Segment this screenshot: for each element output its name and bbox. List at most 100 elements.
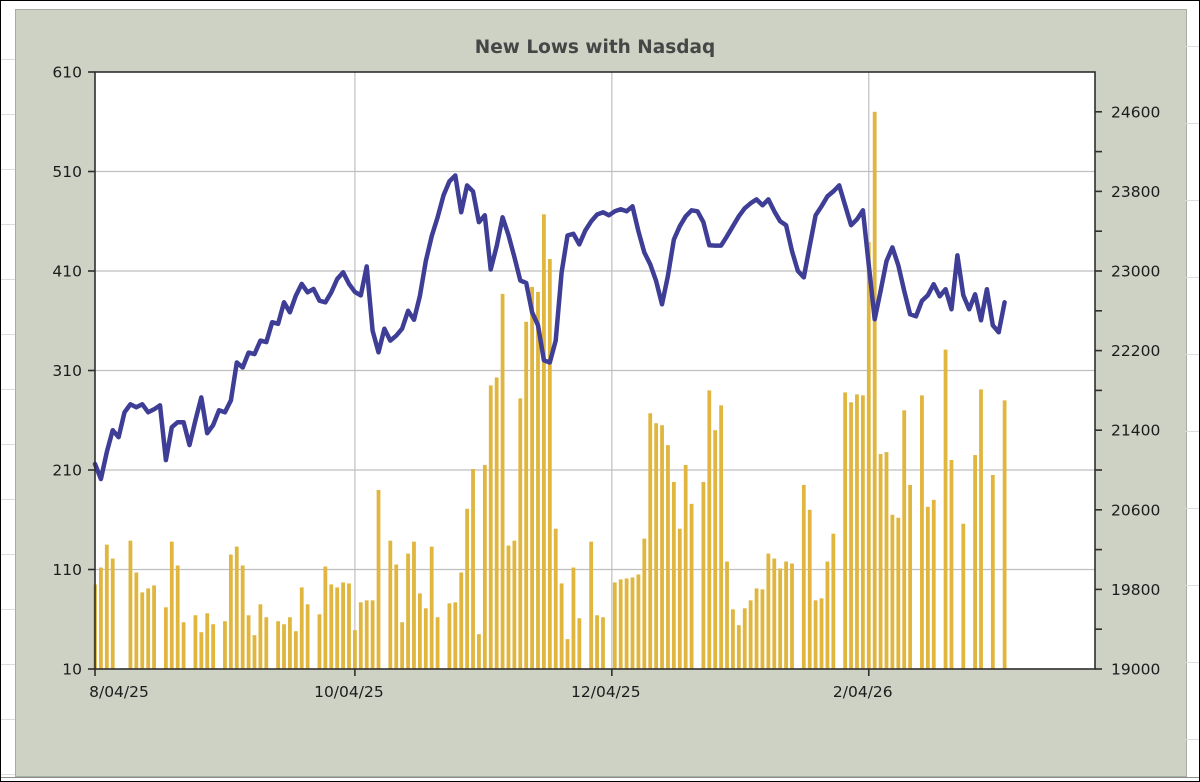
new-lows-bar [671,481,676,669]
new-lows-bar [636,574,641,669]
new-lows-bar [813,600,818,669]
new-lows-bar [459,572,464,669]
new-lows-bar [400,622,405,669]
new-lows-bar [181,622,186,669]
horizontal-gridlines [95,170,1095,571]
new-lows-bar [234,546,239,669]
nasdaq-line [92,173,1007,482]
new-lows-bar [666,445,670,669]
worksheet-margin-bottom [1,777,1199,781]
left-axis-labels: 610 510 410 310 210 110 10 [52,64,82,679]
worksheet-margin-left [1,1,15,781]
new-lows-bar [417,593,422,669]
worksheet-row-gridline [1185,277,1199,278]
worksheet-row-gridline [1185,585,1199,586]
worksheet-row-gridline [1,609,15,610]
new-lows-bar-series [93,111,1007,670]
new-lows-bar [193,615,198,669]
worksheet-row-gridline [1185,508,1199,509]
new-lows-bar [518,398,523,669]
new-lows-bar [370,600,375,669]
new-lows-bar [920,395,924,669]
new-lows-bar [872,111,877,670]
new-lows-bar [488,385,493,669]
new-lows-bar [819,598,824,669]
new-lows-bar [406,553,410,669]
new-lows-bar [943,349,948,669]
new-lows-bar [961,523,966,669]
x-axis-tick-label: 8/04/25 [89,683,149,701]
worksheet-row-gridline [1,444,15,445]
new-lows-bar [152,585,156,669]
new-lows-bar [547,259,552,669]
left-axis-tick-label: 110 [52,561,82,579]
right-axis-tick-label: 23000 [1111,263,1160,281]
new-lows-bar [482,465,487,669]
new-lows-bar [624,578,629,669]
new-lows-bar [860,395,865,669]
new-lows-bar [536,291,540,669]
chart-object[interactable]: 610 510 410 310 210 110 10 24600 23800 23000 22200… [15,9,1187,777]
new-lows-bar [447,603,452,669]
new-lows-bar [601,617,605,669]
new-lows-bar [618,579,623,669]
new-lows-bar [648,413,653,669]
new-lows-bar [990,474,995,669]
new-lows-bar [258,604,263,669]
new-lows-bar [654,423,659,669]
new-lows-bar [388,540,393,669]
worksheet-row-gridline [1185,46,1199,47]
new-lows-bar [772,558,777,669]
new-lows-bar [246,615,251,669]
new-lows-bar [707,390,712,669]
new-lows-bar [565,639,570,669]
new-lows-bar [801,484,806,669]
new-lows-bar [630,577,635,669]
new-lows-bar [742,608,747,669]
new-lows-bar [553,528,558,669]
new-lows-bar [104,544,109,669]
new-lows-bar [453,602,458,669]
new-lows-bar [282,624,286,669]
new-lows-bar [140,592,145,669]
worksheet-row-gridline [1,334,15,335]
worksheet-row-gridline [1185,739,1199,740]
new-lows-bar [849,402,853,669]
new-lows-bar [908,484,913,669]
new-lows-bar [902,410,907,669]
new-lows-bar [276,621,281,669]
new-lows-bar [394,564,399,669]
new-lows-bar [205,613,210,669]
new-lows-bar [731,609,735,669]
new-lows-bar [99,567,103,669]
new-lows-bar [223,621,227,669]
left-axis-tick-label: 610 [52,64,82,82]
worksheet-row-gridline [1,664,15,665]
new-lows-bar [477,634,481,669]
right-axis-tick-label: 19800 [1111,581,1160,599]
new-lows-bar [843,392,848,669]
worksheet-row-gridline [1,59,15,60]
new-lows-bar [211,624,216,669]
new-lows-bar [589,541,594,669]
new-lows-bar [524,321,529,669]
worksheet-row-gridline [1185,354,1199,355]
new-lows-bar [175,565,180,669]
new-lows-bar [341,582,345,669]
new-lows-bar [110,558,115,669]
new-lows-bar [642,538,647,669]
new-lows-bar [128,540,133,669]
worksheet-row-gridline [1185,200,1199,201]
worksheet-row-gridline [1,774,15,775]
new-lows-bar [949,460,954,669]
new-lows-bar [293,631,298,669]
new-lows-bar [376,489,381,669]
left-axis-tick-label: 310 [52,362,82,380]
new-lows-bar [134,572,139,669]
new-lows-bar [412,541,416,669]
new-lows-bar [199,632,204,669]
new-lows-bar [358,602,363,669]
new-lows-bar [760,589,765,669]
right-axis-tick-label: 22200 [1111,342,1160,360]
